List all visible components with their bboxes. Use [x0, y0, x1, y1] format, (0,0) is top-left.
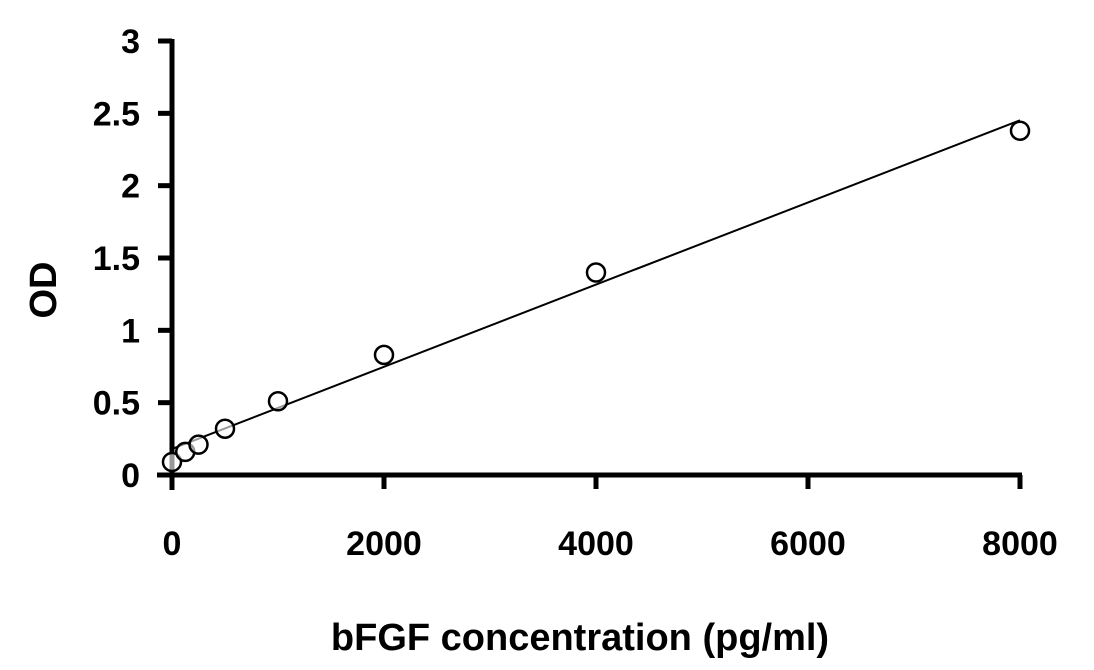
data-point	[373, 344, 395, 366]
y-tick-label: 1.5	[93, 240, 140, 278]
data-point	[585, 262, 607, 283]
data-point	[188, 434, 209, 455]
y-tick-label: 1	[121, 312, 140, 350]
y-tick-label: 0	[121, 457, 140, 495]
x-tick-label: 8000	[982, 525, 1058, 563]
y-tick-label: 0.5	[93, 385, 140, 423]
data-point	[214, 418, 236, 439]
axes	[157, 39, 1022, 490]
x-axis-label: bFGF concentration (pg/ml)	[331, 617, 829, 659]
trendline	[171, 119, 1021, 450]
x-tick-label: 6000	[770, 525, 846, 563]
x-tick-label: 0	[163, 525, 182, 563]
data-point	[161, 451, 183, 473]
data-point	[1009, 120, 1031, 141]
y-tick-label: 2.5	[93, 95, 140, 133]
y-ticks: 0 0.5 1 1.5 2 2.5 3	[93, 23, 172, 495]
y-axis-label: OD	[23, 262, 65, 319]
y-tick-label: 2	[121, 168, 140, 206]
x-tick-label: 2000	[346, 525, 422, 563]
data-points	[161, 120, 1031, 473]
x-tick-label: 4000	[558, 525, 634, 563]
x-ticks: 0 2000 4000 6000 8000	[163, 475, 1058, 563]
trendline-group	[171, 119, 1021, 450]
data-point	[267, 390, 289, 412]
y-tick-label: 3	[121, 23, 140, 61]
